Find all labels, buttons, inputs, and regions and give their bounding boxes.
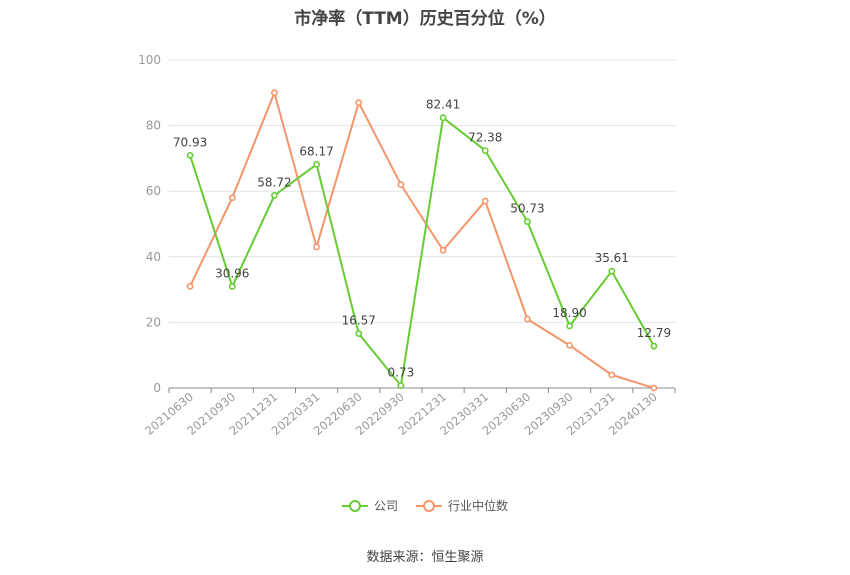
industry-median-data-point [228,194,236,202]
data-label: 82.41 [426,98,460,112]
data-label: 30.96 [215,266,249,280]
data-label: 0.73 [388,366,415,380]
industry-median-data-point [608,371,616,379]
data-label: 50.73 [510,202,544,216]
y-tick-label: 40 [146,250,161,264]
data-label: 68.17 [299,144,333,158]
chart-title: 市净率（TTM）历史百分位（%） [294,9,556,29]
industry-median-data-point [524,315,531,323]
data-label: 70.93 [173,135,207,149]
company-data-point [566,322,573,330]
legend-item-industry-median[interactable]: 行业中位数 [416,497,508,514]
company-data-point [439,114,447,122]
legend-label-company: 公司 [373,499,398,513]
legend-swatch-company [341,499,368,513]
y-tick-label: 20 [146,315,161,329]
y-tick-label: 0 [153,381,161,395]
company-series-line [189,116,655,387]
industry-median-data-point [397,181,405,189]
company-data-point [524,218,531,226]
industry-median-data-point [355,99,363,107]
company-data-point [355,330,363,338]
legend: 公司 行业中位数 [0,497,850,514]
legend-swatch-industry-median [416,499,442,513]
company-data-point [313,161,320,168]
industry-median-data-point [186,282,194,290]
data-label: 58.72 [257,175,291,189]
data-label: 72.38 [468,131,502,145]
industry-median-series-line [189,91,655,389]
company-data-point [481,147,489,154]
company-data-point [608,267,616,275]
industry-median-data-point [313,243,320,251]
industry-median-data-point [481,197,489,205]
data-label: 12.79 [637,326,671,340]
industry-median-data-point [566,341,573,349]
legend-item-company[interactable]: 公司 [341,497,398,514]
data-label: 16.57 [342,314,376,328]
data-source-note: 数据来源：恒生聚源 [366,550,484,565]
company-data-point [397,382,405,390]
industry-median-data-point [271,89,278,97]
data-label: 18.90 [552,306,586,320]
y-tick-label: 80 [146,119,161,133]
company-data-point [228,283,236,290]
company-data-point [186,151,194,159]
legend-label-industry-median: 行业中位数 [448,499,509,513]
data-label: 35.61 [595,251,629,265]
industry-median-data-point [439,246,447,254]
company-data-point [271,191,278,199]
y-tick-label: 60 [146,184,161,198]
industry-median-data-point [650,384,658,392]
y-tick-label: 100 [138,53,161,67]
company-data-point [650,342,658,350]
